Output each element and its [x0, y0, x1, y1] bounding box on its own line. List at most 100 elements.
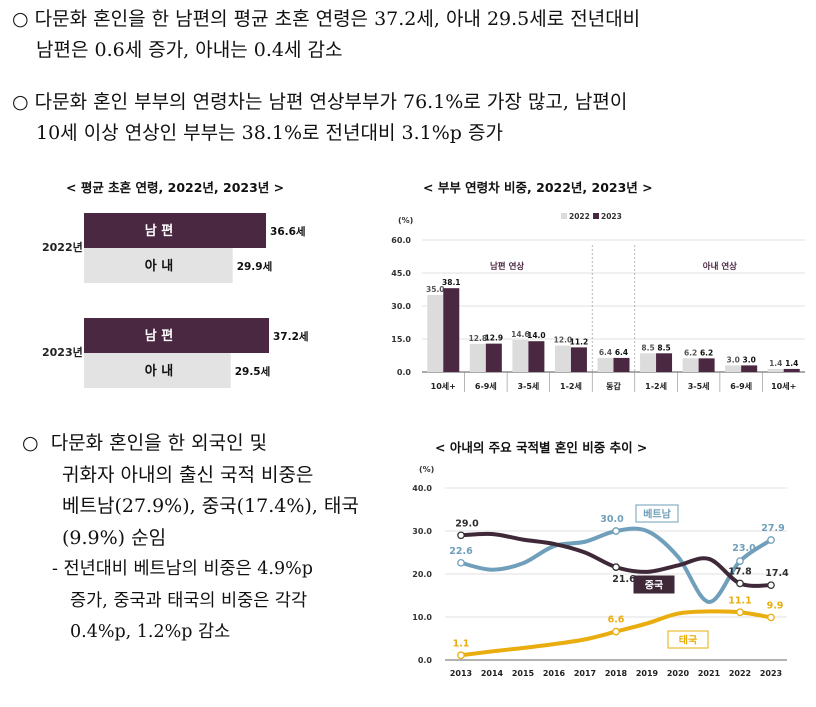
data-label: 30.0	[600, 514, 624, 525]
data-label: 8.5	[641, 343, 654, 352]
data-label: 6.6	[608, 615, 625, 626]
bar	[597, 357, 614, 372]
data-label: 6.4	[615, 348, 628, 357]
bullet-text-line: 남편은 0.6세 증가, 아내는 0.4세 감소	[36, 39, 343, 61]
summary-line: 베트남(27.9%), 중국(17.4%), 태국	[62, 495, 359, 517]
data-point	[457, 651, 465, 660]
summary-line: (9.9%) 순임	[62, 526, 167, 549]
legend-swatch	[593, 213, 599, 219]
data-label: 9.9	[767, 600, 784, 611]
y-tick-label: 20.0	[412, 570, 432, 579]
series-name-box	[667, 630, 709, 649]
data-label: 29.5세	[235, 365, 271, 378]
x-tick-label: 2019	[636, 669, 659, 678]
data-label: 14.6	[511, 330, 530, 339]
data-label: 27.9	[761, 523, 784, 534]
series-name-label: 태국	[679, 634, 697, 647]
bar	[682, 358, 699, 372]
y-tick-label: 10.0	[412, 613, 432, 622]
y-tick-label: 30.0	[391, 302, 411, 311]
category-label: 2023년	[42, 345, 83, 359]
data-label: 3.0	[743, 355, 756, 364]
data-point	[767, 536, 775, 544]
data-point	[767, 613, 775, 622]
y-tick-label: 40.0	[412, 484, 432, 493]
data-label: 8.5	[657, 343, 670, 352]
data-label: 23.0	[732, 543, 756, 554]
bar	[485, 343, 502, 372]
category-label: 2022년	[42, 240, 83, 254]
data-label: 17.8	[728, 566, 752, 577]
legend-label: 2022	[569, 212, 590, 221]
bullet-text-line: 다문화 혼인을 한 남편의 평균 초혼 연령은 37.2세, 아내 29.5세로…	[34, 8, 641, 30]
x-tick-label: 3-5세	[517, 381, 539, 391]
y-tick-label: 0.0	[418, 656, 433, 665]
bar	[469, 343, 486, 372]
bar	[698, 358, 715, 372]
bar	[613, 357, 630, 372]
data-point	[736, 579, 744, 588]
bar-series-label: 아 내	[145, 258, 173, 274]
x-tick-label: 2023	[760, 669, 782, 678]
bullet-marker: ○	[12, 8, 29, 30]
group-label: 남편 연상	[490, 261, 524, 272]
sub-marker: -	[52, 559, 58, 579]
y-tick-label: 60.0	[391, 236, 411, 245]
bar	[656, 353, 673, 372]
bullet-text-line: 다문화 혼인 부부의 연령차는 남편 연상부부가 76.1%로 가장 많고, 남…	[34, 91, 628, 113]
summary-sub-line: 0.4%p, 1.2%p 감소	[70, 622, 231, 642]
data-label: 1.4	[785, 359, 798, 368]
x-tick-label: 3-5세	[688, 381, 710, 391]
unit-label: (%)	[398, 216, 413, 225]
y-tick-label: 45.0	[391, 269, 411, 278]
data-label: 21.6	[612, 574, 636, 585]
series-name-label: 베트남	[643, 508, 671, 521]
bar	[443, 288, 460, 372]
bar	[84, 213, 267, 248]
data-label: 37.2세	[273, 330, 309, 343]
bar	[570, 347, 587, 372]
data-label: 12.8	[469, 334, 488, 343]
data-label: 12.9	[485, 334, 504, 343]
data-label: 1.1	[453, 638, 470, 649]
x-tick-label: 10세+	[431, 381, 456, 391]
x-tick-label: 2020	[667, 669, 690, 678]
legend-swatch	[561, 213, 567, 219]
legend-label: 2023	[601, 212, 622, 221]
bar	[767, 368, 784, 372]
series-name-box	[633, 575, 675, 594]
x-tick-label: 1-2세	[560, 381, 582, 391]
bullet-marker: ○	[22, 432, 39, 454]
data-point	[767, 581, 775, 590]
data-label: 36.6세	[270, 225, 306, 238]
x-tick-label: 2018	[605, 669, 628, 678]
data-label: 6.2	[700, 348, 713, 357]
x-tick-label: 6-9세	[475, 381, 497, 391]
data-point	[612, 527, 620, 535]
bar	[528, 341, 545, 372]
data-point	[457, 558, 465, 567]
data-label: 29.0	[455, 518, 479, 529]
bar	[741, 365, 758, 372]
bar-series-label: 남 편	[145, 328, 173, 344]
data-point	[612, 563, 620, 571]
data-label: 14.0	[527, 331, 546, 340]
x-tick-label: 2017	[574, 669, 596, 678]
x-tick-label: 2021	[698, 669, 721, 678]
data-label: 11.2	[570, 337, 589, 346]
summary-sub-line: 전년대비 베트남의 비중은 4.9%p	[63, 559, 313, 579]
x-tick-label: 동갑	[606, 381, 621, 391]
bullet-marriage-age: ○ 다문화 혼인을 한 남편의 평균 초혼 연령은 37.2세, 아내 29.5…	[12, 4, 640, 66]
data-label: 11.1	[728, 595, 751, 606]
data-label: 38.1	[442, 278, 461, 287]
data-point	[736, 608, 744, 617]
bar	[427, 295, 444, 372]
bar-series-label: 남 편	[145, 223, 173, 239]
bar	[725, 365, 742, 372]
y-tick-label: 15.0	[391, 335, 411, 344]
bar	[554, 345, 571, 372]
bar	[84, 318, 269, 353]
data-label: 1.4	[769, 359, 782, 368]
